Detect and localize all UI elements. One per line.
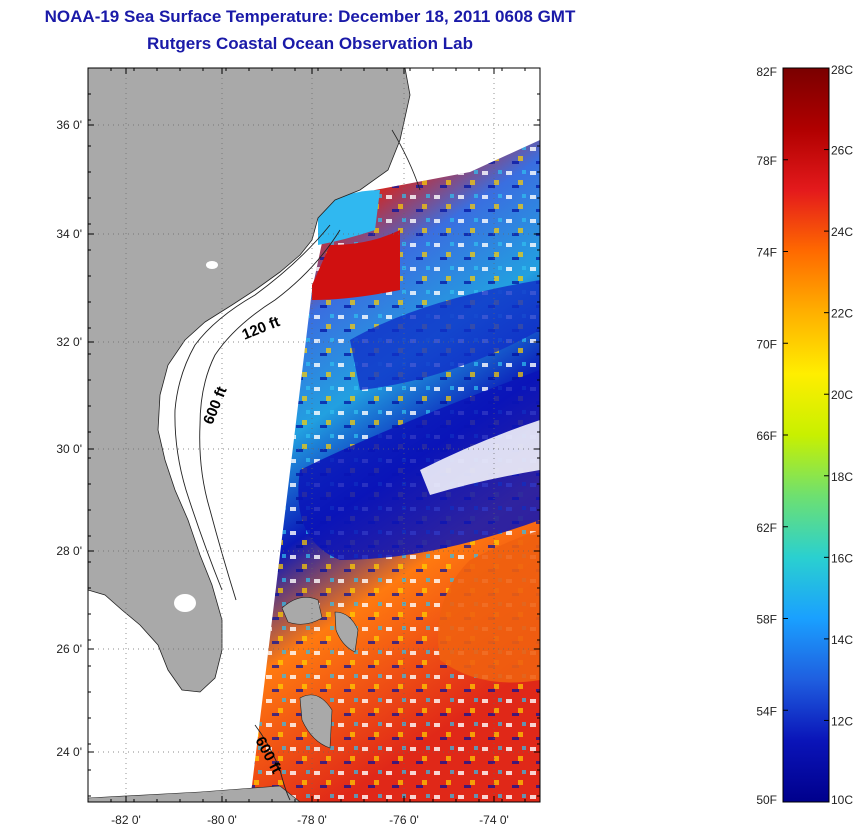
lat-tick-label: 36 0' bbox=[56, 118, 82, 132]
colorbar bbox=[782, 67, 830, 803]
colorbar-celsius-label: 28C bbox=[831, 63, 853, 77]
cold-water-patch bbox=[298, 370, 540, 560]
bahamas-abaco bbox=[334, 611, 359, 653]
axis-ticks: 24 0' 26 0' 28 0' 30 0' 32 0' 34 0' 36 0' -82 0… bbox=[56, 67, 540, 827]
lake-okeechobee bbox=[174, 594, 196, 612]
colorbar-celsius-label: 10C bbox=[831, 793, 853, 807]
lake-marion bbox=[206, 261, 218, 269]
colorbar-labels: 82F 78F 74F 70F 66F 62F 58F 54F 50F 28C 26C 24C 22C 2… bbox=[756, 63, 853, 807]
contour-120ft bbox=[174, 224, 331, 591]
colorbar-fahrenheit-label: 50F bbox=[756, 793, 777, 807]
mainland-land bbox=[88, 68, 411, 693]
contour-north bbox=[391, 129, 421, 191]
cloud-band bbox=[420, 420, 540, 495]
gulf-stream bbox=[312, 230, 400, 300]
colorbar-fahrenheit-label: 58F bbox=[756, 613, 777, 627]
colorbar-fahrenheit-label: 54F bbox=[756, 704, 777, 718]
lon-tick-label: -78 0' bbox=[297, 813, 327, 827]
lat-tick-label: 28 0' bbox=[56, 544, 82, 558]
colorbar-fahrenheit-label: 74F bbox=[756, 246, 777, 260]
colorbar-fahrenheit-label: 70F bbox=[756, 337, 777, 351]
map-title: NOAA-19 Sea Surface Temperature: Decembe… bbox=[44, 7, 576, 26]
coastal-cool-water bbox=[318, 190, 380, 245]
lat-tick-label: 30 0' bbox=[56, 442, 82, 456]
map-border bbox=[87, 67, 541, 803]
cold-water-patch-north bbox=[350, 280, 540, 390]
lon-tick-label: -80 0' bbox=[207, 813, 237, 827]
colorbar-fahrenheit-label: 66F bbox=[756, 429, 777, 443]
colorbar-celsius-label: 20C bbox=[831, 388, 853, 402]
bahamas-andros bbox=[299, 694, 333, 749]
colorbar-celsius-label: 14C bbox=[831, 633, 853, 647]
lon-tick-label: -76 0' bbox=[389, 813, 419, 827]
lat-tick-label: 24 0' bbox=[56, 745, 82, 759]
map-subtitle: Rutgers Coastal Ocean Observation Lab bbox=[147, 34, 473, 53]
colorbar-celsius-label: 22C bbox=[831, 307, 853, 321]
cuba-coast bbox=[88, 785, 301, 802]
lat-tick-label: 26 0' bbox=[56, 642, 82, 656]
lat-tick-label: 34 0' bbox=[56, 227, 82, 241]
warm-water-patch bbox=[438, 530, 540, 683]
lon-tick-label: -82 0' bbox=[111, 813, 141, 827]
colorbar-celsius-label: 18C bbox=[831, 470, 853, 484]
graticule bbox=[88, 68, 540, 802]
colorbar-celsius-label: 24C bbox=[831, 225, 853, 239]
colorbar-fahrenheit-label: 62F bbox=[756, 521, 777, 535]
contour-600ft-south bbox=[254, 724, 291, 801]
lat-tick-label: 32 0' bbox=[56, 335, 82, 349]
colorbar-celsius-label: 12C bbox=[831, 714, 853, 728]
colorbar-fahrenheit-label: 78F bbox=[756, 154, 777, 168]
lon-tick-label: -74 0' bbox=[479, 813, 509, 827]
colorbar-celsius-label: 16C bbox=[831, 551, 853, 565]
colorbar-fahrenheit-label: 82F bbox=[756, 65, 777, 79]
bahamas-grand-bahama bbox=[281, 597, 323, 625]
contour-600ft bbox=[199, 229, 341, 601]
colorbar-celsius-label: 26C bbox=[831, 144, 853, 158]
